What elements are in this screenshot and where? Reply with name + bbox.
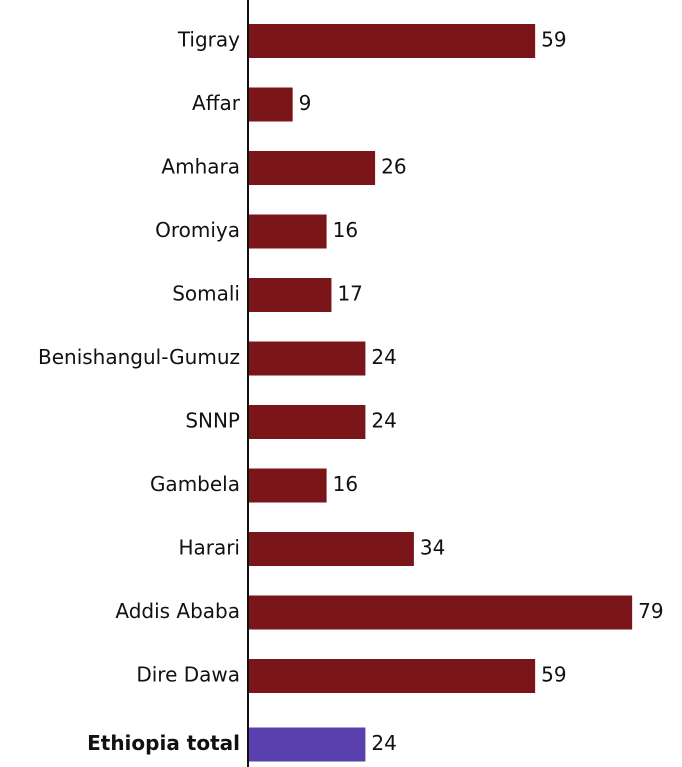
category-label: Ethiopia total [87,731,240,755]
bar [249,727,366,762]
value-label: 24 [371,345,396,369]
bar [249,87,293,122]
category-label: Addis Ababa [115,599,240,623]
bar [249,24,536,58]
value-label: 59 [541,28,566,52]
value-label: 17 [337,282,362,306]
category-label: Somali [172,282,240,306]
category-label: Oromiya [155,218,240,242]
value-label: 16 [333,472,358,496]
category-label: Harari [178,536,240,560]
category-label: Affar [192,91,241,115]
category-label: Tigray [177,28,240,52]
category-label: SNNP [185,409,240,433]
value-label: 79 [638,599,663,623]
bar [249,659,536,693]
value-label: 16 [333,218,358,242]
bar [249,595,633,630]
value-label: 24 [371,731,396,755]
category-label: Benishangul-Gumuz [38,345,240,369]
bar [249,468,327,503]
category-label: Dire Dawa [136,663,240,687]
bar [249,341,366,376]
category-label: Gambela [150,472,240,496]
bar [249,214,327,249]
category-label: Amhara [161,155,240,179]
value-label: 24 [371,409,396,433]
value-label: 26 [381,155,406,179]
value-label: 59 [541,663,566,687]
bar [249,151,376,185]
bar [249,532,414,566]
bar [249,278,332,312]
value-label: 34 [420,536,445,560]
bar [249,405,366,439]
value-label: 9 [299,91,312,115]
